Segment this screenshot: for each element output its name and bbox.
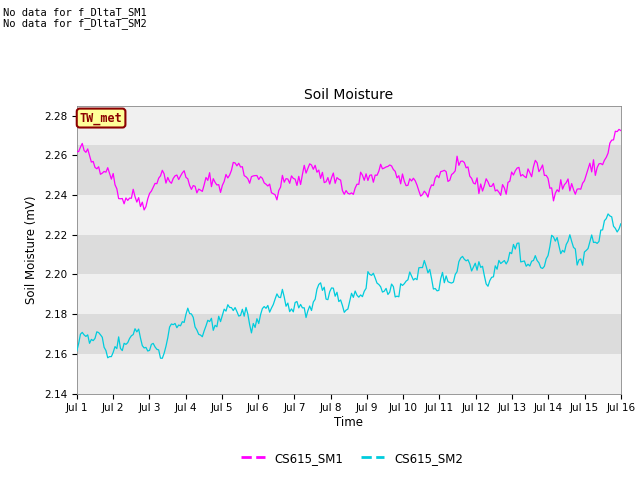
- Bar: [77, 145, 621, 195]
- Legend: CS615_SM1, CS615_SM2: CS615_SM1, CS615_SM2: [237, 447, 467, 469]
- Text: No data for f_DltaT_SM2: No data for f_DltaT_SM2: [3, 18, 147, 29]
- Bar: [77, 235, 621, 275]
- Title: Soil Moisture: Soil Moisture: [304, 88, 394, 102]
- Y-axis label: Soil Moisture (mV): Soil Moisture (mV): [25, 195, 38, 304]
- Text: No data for f_DltaT_SM1: No data for f_DltaT_SM1: [3, 7, 147, 18]
- Text: TW_met: TW_met: [80, 111, 122, 124]
- Bar: [77, 314, 621, 354]
- X-axis label: Time: Time: [334, 416, 364, 429]
